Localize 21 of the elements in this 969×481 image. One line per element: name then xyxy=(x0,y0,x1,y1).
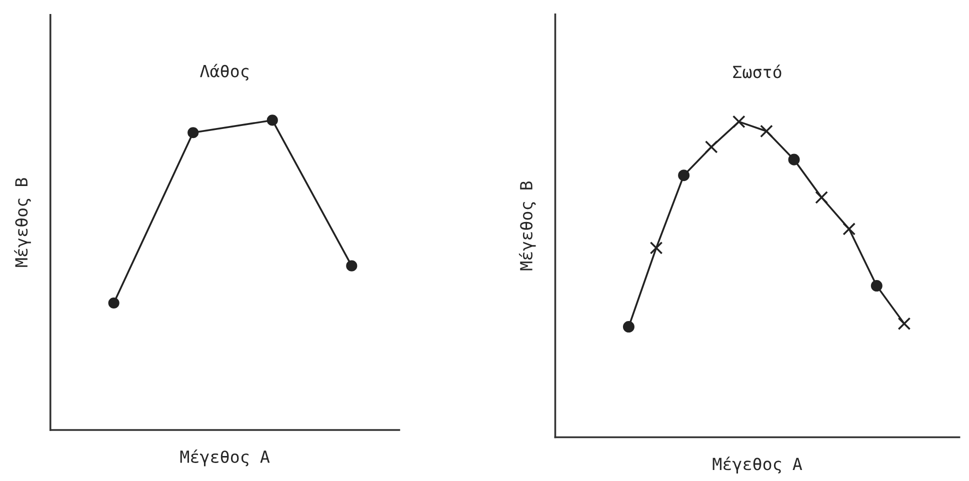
y-axis-title: Μέγεθος Β xyxy=(518,181,536,270)
point xyxy=(108,297,120,309)
point xyxy=(732,115,746,128)
point xyxy=(346,260,358,272)
point xyxy=(760,124,773,138)
point xyxy=(704,140,718,154)
chart-title: Λάθος xyxy=(200,64,248,81)
point xyxy=(870,280,882,292)
point xyxy=(678,170,690,182)
x-axis-title: Μέγεθος Α xyxy=(712,456,802,474)
point xyxy=(188,127,199,138)
y-axis-title: Μέγεθος Β xyxy=(14,178,31,267)
point xyxy=(815,190,828,204)
chart-title: Σωστό xyxy=(733,64,782,78)
point xyxy=(842,222,856,236)
point xyxy=(266,114,278,126)
point xyxy=(650,241,663,254)
x-axis-title: Μέγεθος Α xyxy=(180,449,270,466)
point xyxy=(788,154,800,166)
point xyxy=(898,317,911,330)
point xyxy=(622,321,634,333)
